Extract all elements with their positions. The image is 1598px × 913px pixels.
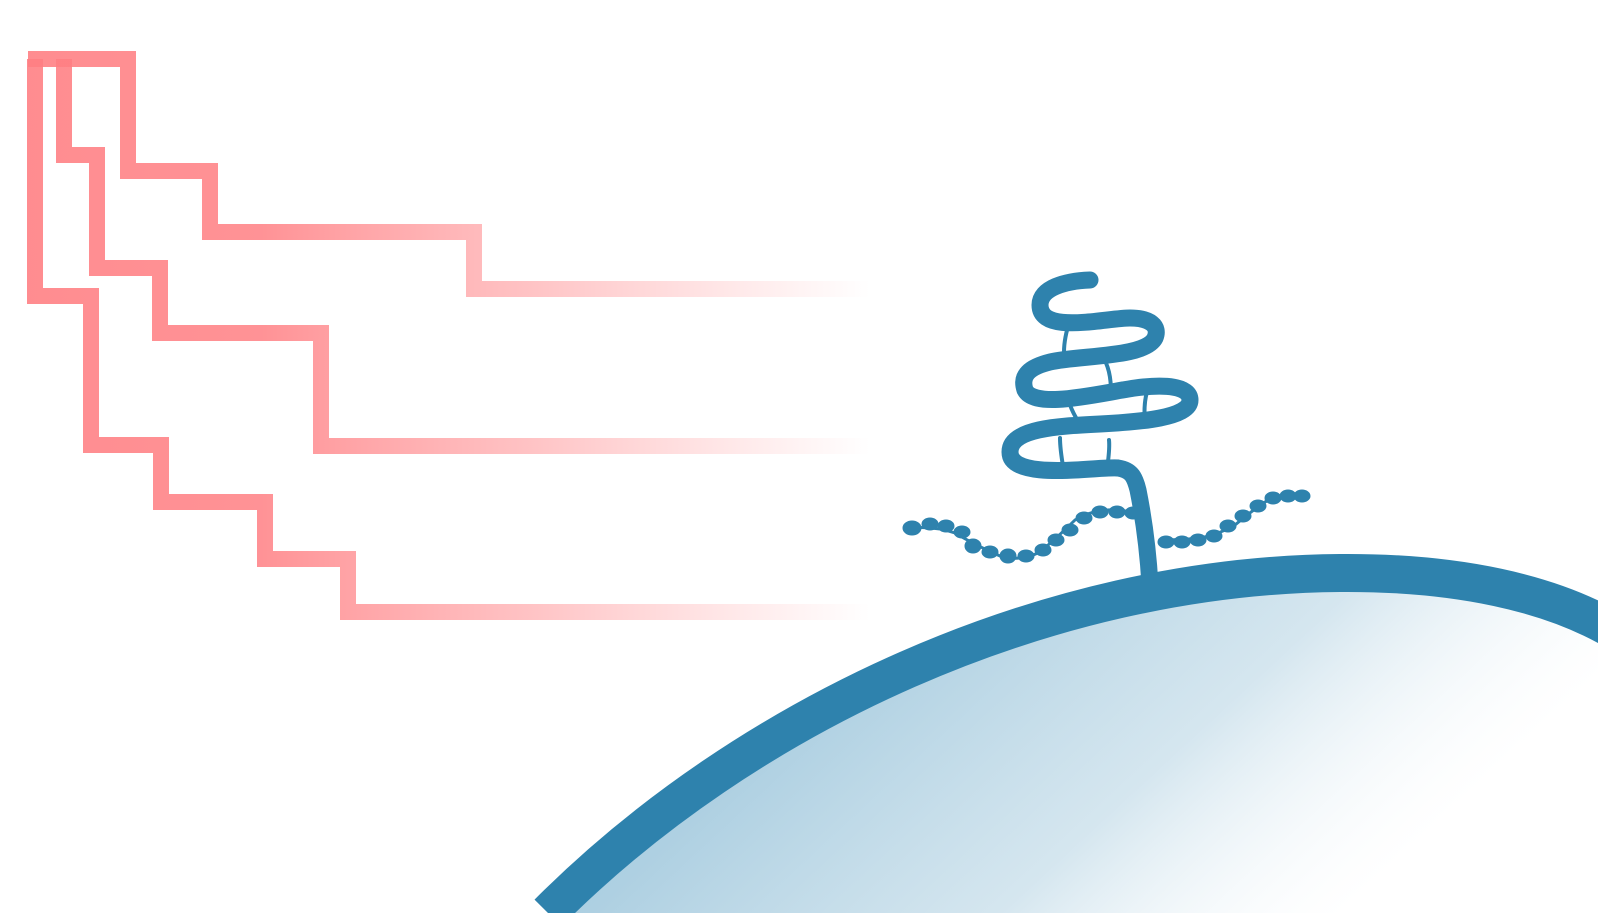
step-trace-top	[28, 51, 880, 297]
cell-interior	[555, 572, 1598, 913]
receptor-coil	[1001, 271, 1199, 594]
step-trace-middle	[56, 59, 880, 454]
receptor	[1001, 271, 1199, 594]
glycan-chains	[902, 489, 1311, 564]
cell-membrane	[534, 553, 1598, 913]
glycan-chain-right	[1157, 489, 1311, 549]
cell	[534, 553, 1598, 913]
glycan-chain-left	[902, 505, 1145, 564]
step-trace-bottom	[27, 59, 880, 620]
step-traces	[27, 51, 880, 620]
